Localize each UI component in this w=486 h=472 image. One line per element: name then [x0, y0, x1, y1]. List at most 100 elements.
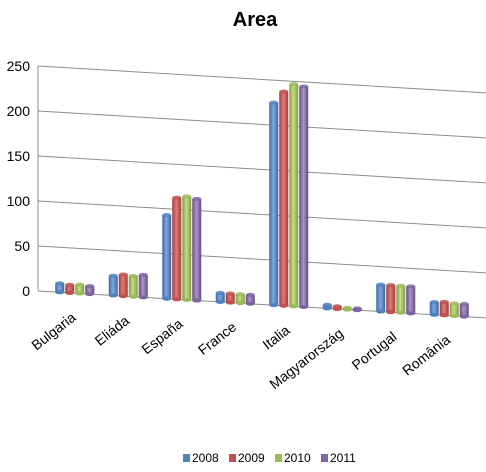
bar-cap [279, 89, 289, 94]
bar-body [85, 286, 95, 295]
bar-base [172, 297, 182, 302]
bar-base [192, 298, 202, 303]
bar-body [138, 274, 148, 298]
x-axis-ticks: Bulgaria Eliáda España France ItaliaMagyaror… [28, 309, 453, 392]
bar-cap [439, 299, 449, 304]
bar-cap [108, 273, 118, 278]
legend-label: 2010 [284, 451, 311, 465]
bar-base [429, 312, 439, 317]
legend-swatch [321, 454, 328, 462]
legend-swatch [229, 454, 236, 462]
bar-body [449, 303, 459, 316]
bar [75, 282, 85, 296]
bar-body [299, 86, 309, 307]
bar [289, 82, 299, 309]
bar [429, 300, 439, 317]
gridline [37, 200, 486, 229]
x-tick-label: România [399, 331, 453, 378]
bar [352, 306, 362, 313]
bar-base [439, 313, 449, 318]
bar-cap [138, 272, 148, 277]
bar-cap [118, 272, 128, 277]
bar-base [215, 299, 225, 304]
gridline [37, 290, 486, 319]
bar-base [118, 294, 128, 299]
x-tick-label: Portugal [349, 328, 400, 373]
bar-cap [376, 282, 386, 287]
bar [459, 301, 469, 319]
bar-body [118, 274, 128, 297]
legend-swatch [183, 454, 190, 462]
bar-cap [128, 274, 138, 279]
legend-swatch [275, 454, 282, 462]
bar-base [162, 296, 172, 301]
bar [299, 84, 309, 309]
bar [118, 272, 128, 299]
bar-base [55, 290, 65, 295]
legend-label: 2009 [238, 451, 265, 465]
legend-label: 2011 [330, 451, 356, 465]
bar [108, 273, 118, 298]
bar-cap [65, 282, 75, 287]
y-tick-label: 150 [7, 148, 31, 164]
bar [342, 305, 352, 312]
bar-cap [55, 281, 65, 286]
bar-base [182, 297, 192, 302]
bar [55, 281, 65, 295]
bar-cap [192, 196, 202, 201]
bar-body [128, 276, 138, 297]
bar-body [396, 285, 406, 313]
bar-body [215, 292, 225, 302]
bar-body [172, 197, 182, 300]
bar-base [449, 313, 459, 318]
bar-base [289, 304, 299, 309]
legend-entry: 2010 [275, 451, 311, 465]
bar [332, 304, 342, 311]
bar-cap [449, 301, 459, 306]
bar [192, 196, 202, 303]
bar [449, 301, 459, 318]
bar [322, 302, 332, 311]
bar-base [128, 294, 138, 299]
bar-cap [299, 84, 309, 89]
bar [245, 292, 255, 306]
bar-body [192, 198, 202, 301]
bar [162, 213, 172, 301]
bar-cap [162, 213, 172, 218]
y-tick-label: 250 [7, 58, 31, 74]
bar-cap [182, 194, 192, 199]
bar-base [138, 295, 148, 300]
bar-base [299, 304, 309, 309]
bar-base [459, 314, 469, 319]
bar-cap [342, 305, 352, 310]
bar-cap [429, 300, 439, 305]
y-tick-label: 0 [22, 283, 30, 299]
bar-cap [215, 290, 225, 295]
bars [55, 82, 469, 319]
bar-body [376, 284, 386, 312]
bar-cap [245, 292, 255, 297]
bar-body [289, 84, 299, 307]
bar-cap [406, 284, 416, 289]
gridline [37, 155, 486, 184]
bar-body [182, 196, 192, 300]
gridline [37, 110, 486, 139]
bar-base [245, 301, 255, 306]
y-tick-label: 200 [7, 103, 31, 119]
gridlines [37, 65, 486, 319]
bar-body [75, 284, 85, 294]
bar-base [225, 300, 235, 305]
bar-body [55, 283, 65, 293]
bar-base [396, 310, 406, 315]
bar-body [269, 102, 279, 306]
legend-label: 2008 [192, 451, 219, 465]
legend: 2008 2009 2010 2011 [183, 451, 356, 465]
bar-cap [289, 82, 299, 87]
bar-body [162, 215, 172, 299]
bar-base [65, 290, 75, 295]
bar-cap [459, 301, 469, 306]
bar-base [322, 306, 332, 311]
legend-entry: 2011 [321, 451, 356, 465]
